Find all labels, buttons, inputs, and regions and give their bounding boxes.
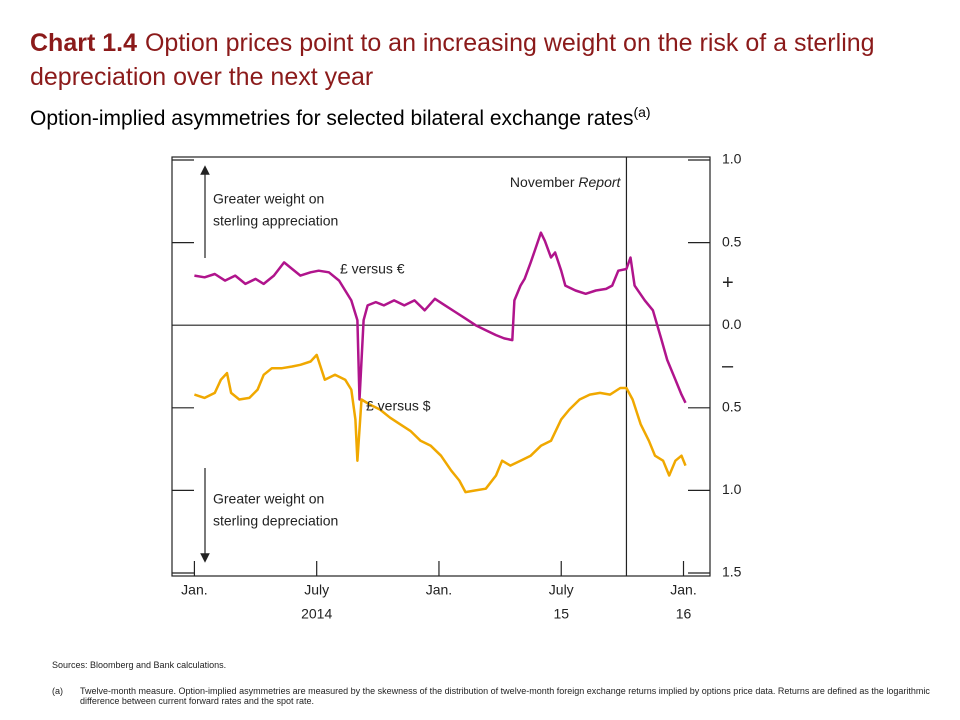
subtitle-text: Option-implied asymmetries for selected … xyxy=(30,107,634,130)
report-label: November Report xyxy=(510,174,622,190)
x-year-label: 15 xyxy=(553,606,569,622)
x-year-label: 16 xyxy=(676,606,692,622)
series-line xyxy=(194,231,687,404)
x-tick-label: Jan. xyxy=(426,582,452,598)
plot-frame xyxy=(171,156,711,577)
y-tick-label: 0.5 xyxy=(722,233,742,249)
footnote: (a) Twelve-month measure. Option-implied … xyxy=(52,686,932,706)
footnote-text: Twelve-month measure. Option-implied asy… xyxy=(80,686,930,706)
sign-label: + xyxy=(722,272,734,294)
chart-number: Chart 1.4 xyxy=(30,29,137,57)
series-label: £ versus $ xyxy=(366,398,431,414)
subtitle: Option-implied asymmetries for selected … xyxy=(30,104,651,131)
report-label-text: November xyxy=(510,174,575,190)
y-tick-label: 1.5 xyxy=(722,564,742,580)
y-tick-label: 1.0 xyxy=(722,151,742,167)
title: Chart 1.4 Option prices point to an incre… xyxy=(30,26,930,94)
x-tick-label: July xyxy=(549,582,574,598)
chart-title: Option prices point to an increasing wei… xyxy=(30,29,875,91)
x-tick-label: July xyxy=(304,582,329,598)
x-tick-label: Jan. xyxy=(670,582,696,598)
annotation: Greater weight on xyxy=(213,191,324,207)
series-label: £ versus € xyxy=(340,261,405,277)
x-year-label: 2014 xyxy=(301,606,332,622)
report-label-italic: Report xyxy=(578,174,621,190)
annotation: sterling appreciation xyxy=(213,213,338,229)
y-tick-label: 0.0 xyxy=(722,316,742,332)
sources: Sources: Bloomberg and Bank calculations… xyxy=(52,660,227,670)
annotation: sterling depreciation xyxy=(213,513,338,529)
y-tick-label: 0.5 xyxy=(722,399,742,415)
subtitle-note: (a) xyxy=(633,104,651,120)
annotation: Greater weight on xyxy=(213,491,324,507)
y-tick-label: 1.0 xyxy=(722,481,742,497)
series-line xyxy=(194,353,687,494)
x-tick-label: Jan. xyxy=(181,582,207,598)
sign-label: – xyxy=(722,355,734,377)
footnote-marker: (a) xyxy=(52,686,63,696)
